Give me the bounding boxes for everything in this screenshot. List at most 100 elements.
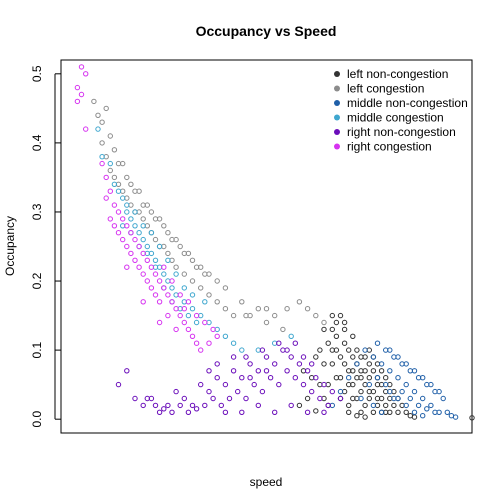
point-left-non-congestion bbox=[350, 333, 356, 339]
legend-label: middle congestion bbox=[347, 111, 444, 125]
point-left-congestion bbox=[103, 105, 109, 112]
point-right-congestion bbox=[181, 319, 188, 326]
point-right-non-congestion bbox=[243, 354, 249, 360]
point-left-congestion bbox=[198, 264, 204, 270]
point-right-congestion bbox=[193, 312, 200, 319]
point-right-congestion bbox=[185, 299, 192, 305]
point-left-non-congestion bbox=[350, 368, 356, 374]
point-right-non-congestion bbox=[259, 388, 266, 395]
point-right-non-congestion bbox=[272, 409, 278, 415]
point-right-non-congestion bbox=[185, 409, 192, 415]
point-right-congestion bbox=[198, 347, 204, 353]
point-middle-congestion bbox=[148, 230, 155, 236]
point-left-congestion bbox=[206, 271, 212, 277]
point-right-congestion bbox=[111, 223, 118, 229]
point-middle-congestion bbox=[99, 154, 105, 160]
point-right-non-congestion bbox=[284, 368, 290, 374]
point-right-congestion bbox=[148, 285, 155, 291]
point-middle-non-congestion bbox=[374, 375, 381, 381]
point-left-congestion bbox=[222, 285, 229, 291]
point-right-congestion bbox=[161, 285, 167, 291]
point-middle-non-congestion bbox=[428, 381, 434, 388]
points-layer bbox=[74, 64, 475, 421]
point-middle-non-congestion bbox=[362, 347, 368, 353]
point-left-congestion bbox=[132, 188, 138, 194]
point-middle-congestion bbox=[193, 319, 200, 326]
point-middle-non-congestion bbox=[403, 402, 409, 409]
point-middle-non-congestion bbox=[374, 340, 381, 346]
point-middle-non-congestion bbox=[387, 368, 393, 374]
point-middle-congestion bbox=[189, 292, 196, 298]
point-right-non-congestion bbox=[165, 402, 171, 409]
point-left-congestion bbox=[99, 140, 105, 146]
point-right-non-congestion bbox=[292, 340, 298, 346]
point-left-non-congestion bbox=[358, 375, 364, 381]
point-left-congestion bbox=[107, 133, 114, 139]
point-right-non-congestion bbox=[251, 381, 257, 388]
point-left-non-congestion bbox=[313, 354, 319, 360]
point-left-non-congestion bbox=[296, 402, 303, 409]
point-middle-congestion bbox=[222, 333, 229, 339]
point-middle-non-congestion bbox=[370, 354, 377, 360]
point-left-congestion bbox=[173, 236, 179, 243]
point-right-non-congestion bbox=[173, 388, 179, 395]
point-right-non-congestion bbox=[193, 406, 200, 412]
point-left-congestion bbox=[321, 319, 327, 326]
point-right-congestion bbox=[165, 312, 171, 319]
point-right-congestion bbox=[74, 84, 81, 91]
point-right-non-congestion bbox=[206, 388, 212, 395]
point-left-congestion bbox=[161, 223, 167, 229]
point-left-non-congestion bbox=[362, 402, 368, 409]
legend-marker-left-congestion bbox=[334, 85, 340, 92]
point-left-congestion bbox=[148, 209, 155, 215]
point-right-non-congestion bbox=[235, 388, 241, 395]
point-middle-congestion bbox=[189, 306, 196, 312]
point-left-non-congestion bbox=[321, 361, 327, 367]
point-middle-congestion bbox=[115, 188, 122, 194]
point-right-congestion bbox=[156, 278, 163, 284]
point-left-congestion bbox=[140, 202, 146, 208]
point-middle-congestion bbox=[140, 223, 146, 229]
point-left-congestion bbox=[313, 312, 319, 319]
point-right-congestion bbox=[140, 299, 146, 305]
point-left-non-congestion bbox=[358, 409, 364, 415]
point-left-congestion bbox=[111, 174, 118, 181]
point-right-congestion bbox=[132, 257, 138, 263]
point-right-non-congestion bbox=[288, 402, 294, 409]
point-left-congestion bbox=[263, 319, 270, 326]
x-axis-label: speed bbox=[250, 475, 283, 489]
point-right-congestion bbox=[189, 333, 196, 339]
point-right-non-congestion bbox=[309, 361, 315, 367]
point-right-non-congestion bbox=[288, 354, 294, 360]
point-middle-congestion bbox=[95, 126, 101, 132]
point-right-congestion bbox=[152, 292, 159, 298]
legend-label: left non-congestion bbox=[347, 67, 448, 81]
point-left-congestion bbox=[280, 326, 286, 333]
y-tick-label: 0.3 bbox=[30, 203, 44, 220]
point-right-non-congestion bbox=[276, 340, 282, 346]
point-left-congestion bbox=[198, 285, 204, 291]
point-middle-congestion bbox=[156, 243, 163, 250]
point-middle-congestion bbox=[140, 236, 146, 243]
plot-frame bbox=[60, 59, 473, 434]
point-right-non-congestion bbox=[292, 375, 298, 381]
point-middle-non-congestion bbox=[358, 395, 364, 402]
point-left-non-congestion bbox=[403, 409, 409, 415]
point-right-non-congestion bbox=[144, 395, 151, 402]
point-left-non-congestion bbox=[378, 368, 385, 374]
y-axis: 0.0 0.1 0.2 0.3 0.4 0.5 bbox=[30, 65, 61, 428]
point-left-non-congestion bbox=[329, 312, 335, 319]
point-right-non-congestion bbox=[189, 402, 196, 409]
chart-title: Occupancy vs Speed bbox=[196, 23, 337, 39]
point-middle-non-congestion bbox=[411, 388, 418, 395]
point-right-congestion bbox=[78, 91, 85, 98]
point-middle-congestion bbox=[288, 333, 294, 339]
point-right-congestion bbox=[103, 174, 109, 181]
legend-marker-left-non-congestion bbox=[334, 71, 340, 77]
point-right-non-congestion bbox=[226, 395, 233, 402]
point-right-non-congestion bbox=[222, 381, 229, 388]
legend-label: middle non-congestion bbox=[347, 96, 468, 110]
point-right-non-congestion bbox=[247, 375, 253, 381]
point-right-congestion bbox=[169, 278, 175, 284]
